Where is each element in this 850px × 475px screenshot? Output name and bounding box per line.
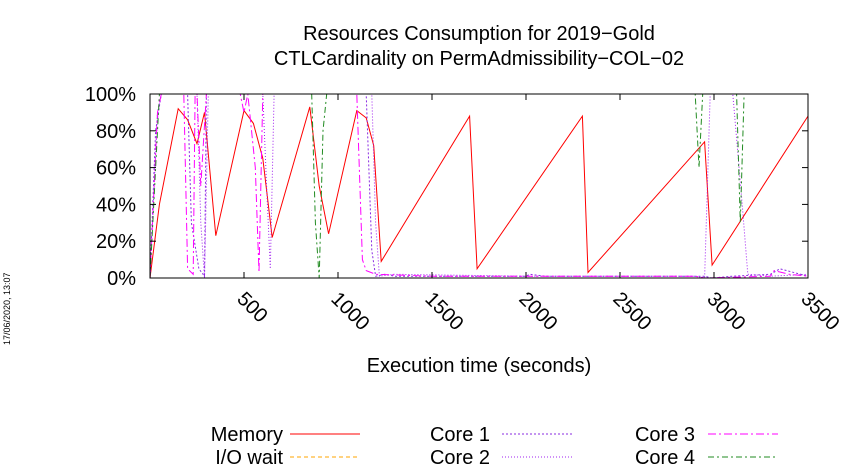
legend-label: I/O wait	[215, 447, 283, 469]
x-tick-label: 3500	[796, 288, 843, 335]
y-tick-label: 0%	[107, 268, 136, 290]
series-line-core-3	[149, 93, 809, 279]
plot-frame	[149, 93, 809, 279]
y-tick-label: 20%	[96, 231, 136, 253]
x-tick-label: 1000	[326, 288, 373, 335]
legend-label: Core 2	[430, 447, 490, 469]
legend-label: Core 3	[635, 424, 695, 446]
series-line-core-1	[149, 93, 809, 279]
chart-subtitle: CTLCardinality on PermAdmissibility−COL−…	[274, 48, 684, 70]
series-line-core-4	[149, 93, 808, 279]
timestamp-text: 17/06/2020, 13:07	[2, 272, 12, 345]
legend-label: Core 4	[635, 447, 695, 469]
timestamp-label: 17/06/2020, 13:07	[2, 272, 12, 355]
series-line-core-2	[149, 93, 809, 279]
x-tick-label: 500	[232, 288, 271, 327]
x-tick-label: 1500	[420, 288, 467, 335]
x-axis: 500 1000 1500 2000 2500 3000 3500	[232, 94, 843, 335]
x-axis-label: Execution time (seconds)	[367, 355, 592, 377]
y-axis: 0% 20% 40% 60% 80% 100%	[85, 84, 808, 290]
y-tick-label: 100%	[85, 84, 136, 106]
chart-title: Resources Consumption for 2019−Gold	[303, 23, 655, 45]
y-tick-label: 60%	[96, 158, 136, 180]
x-tick-label: 3000	[702, 288, 749, 335]
series-layer	[149, 93, 809, 279]
y-tick-label: 40%	[96, 194, 136, 216]
legend-label: Core 1	[430, 424, 490, 446]
legend-label: Memory	[211, 424, 283, 446]
y-tick-label: 80%	[96, 121, 136, 143]
x-tick-label: 2500	[608, 288, 655, 335]
x-tick-label: 2000	[514, 288, 561, 335]
series-line-memory	[149, 106, 809, 279]
